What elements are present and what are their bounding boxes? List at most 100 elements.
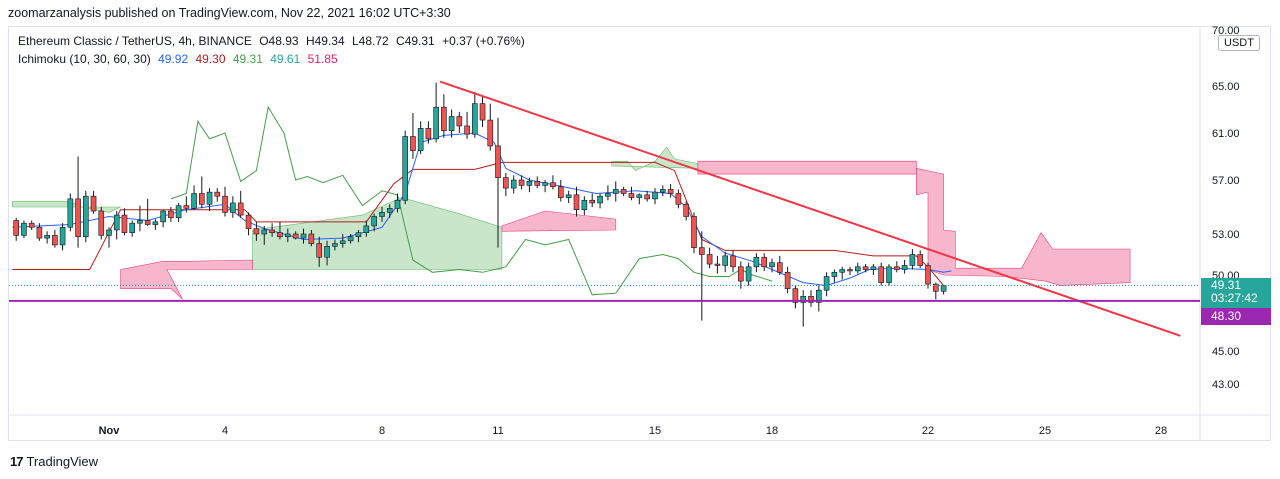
candle [402,130,409,205]
candle-body [769,262,775,268]
candle-body [753,256,760,268]
candle-body [691,216,697,248]
candle-body [253,228,260,235]
candle [886,264,892,286]
candle [479,95,486,128]
candle [261,225,268,245]
candle-body [332,243,338,247]
candle-body [410,136,416,151]
x-tick-label: 22 [922,425,934,437]
candle [628,186,635,201]
candle [152,219,159,230]
candle [940,285,947,295]
candle-body [510,179,517,189]
candle [730,250,736,273]
candle [83,190,89,243]
candle [300,228,307,244]
candle-body [831,271,838,277]
candle [776,255,783,275]
candle-body [815,289,822,303]
candle-body [324,246,330,258]
tradingview-logo-icon: 17 [10,454,24,469]
candle-body [745,266,752,282]
candle [106,227,112,248]
candle-body [893,266,900,270]
candle-body [557,186,564,198]
candle-body [581,199,588,210]
candle [714,255,721,274]
indicator-value-conversion: 49.92 [158,52,189,66]
candle-body [90,195,97,212]
candle [371,213,377,232]
candle-body [714,263,721,266]
candle-body [808,295,814,303]
candle-body [261,229,268,235]
candle-body [433,106,439,140]
candle-body [589,199,596,204]
candle [394,193,401,213]
candle [557,180,564,202]
candle-body [386,208,393,213]
candle-body [659,189,666,193]
candle [597,193,603,209]
candle-body [394,199,401,209]
candle-body [363,225,370,233]
candle [698,231,705,321]
candle-body [573,194,580,211]
candle [808,290,814,307]
candle-body [667,189,674,194]
candle-body [175,205,182,219]
candle [199,176,205,209]
candle [565,190,572,203]
candle [160,209,166,228]
last-price-tag: 49.31 03:27:42 [1201,278,1271,308]
candle-body [776,262,783,273]
x-tick-label: 28 [1155,425,1167,437]
candle-body [495,145,501,178]
candle [44,231,50,244]
candle [893,261,900,273]
symbol-legend: Ethereum Classic / TetherUS, 4h, BINANCE… [18,34,529,48]
candle [769,258,775,273]
candle [605,185,611,201]
candle [90,190,97,214]
candle [448,109,455,138]
candle [464,111,470,139]
candle [800,290,807,327]
candle-body [839,269,846,273]
candle [644,190,650,202]
y-tick-label: 70.00 [1212,25,1240,37]
footer-brand[interactable]: 17 TradingView [10,454,98,469]
candle-body [854,266,861,272]
candle-body [106,229,112,236]
candle-body [237,202,244,216]
cloud-bearish [915,167,1131,286]
candle-body [160,210,166,223]
cloud-bearish [697,160,917,175]
indicator-value-span-a: 49.61 [270,52,301,66]
candle-body [636,194,643,198]
candle-body [628,193,635,198]
x-tick-label: Nov [99,425,121,437]
candle-body [206,191,213,205]
candle [129,220,135,237]
candle-body [870,266,877,270]
candle [75,156,81,248]
indicator-legend: Ichimoku (10, 30, 60, 30) 49.92 49.30 49… [18,52,342,66]
candle [683,201,690,221]
candle [36,223,43,241]
candle [745,262,752,286]
candle [284,228,291,243]
candle-body [471,103,478,135]
candle [909,249,916,270]
candle [847,266,853,275]
lagging-span-line [170,105,773,296]
candle-body [371,216,377,227]
currency-unit-button[interactable]: USDT [1218,35,1260,51]
indicator-value-base: 49.30 [195,52,226,66]
cloud-bullish [611,146,699,171]
candle-body [83,195,89,238]
bar-countdown: 03:27:42 [1211,291,1258,305]
candle-body [214,191,221,197]
